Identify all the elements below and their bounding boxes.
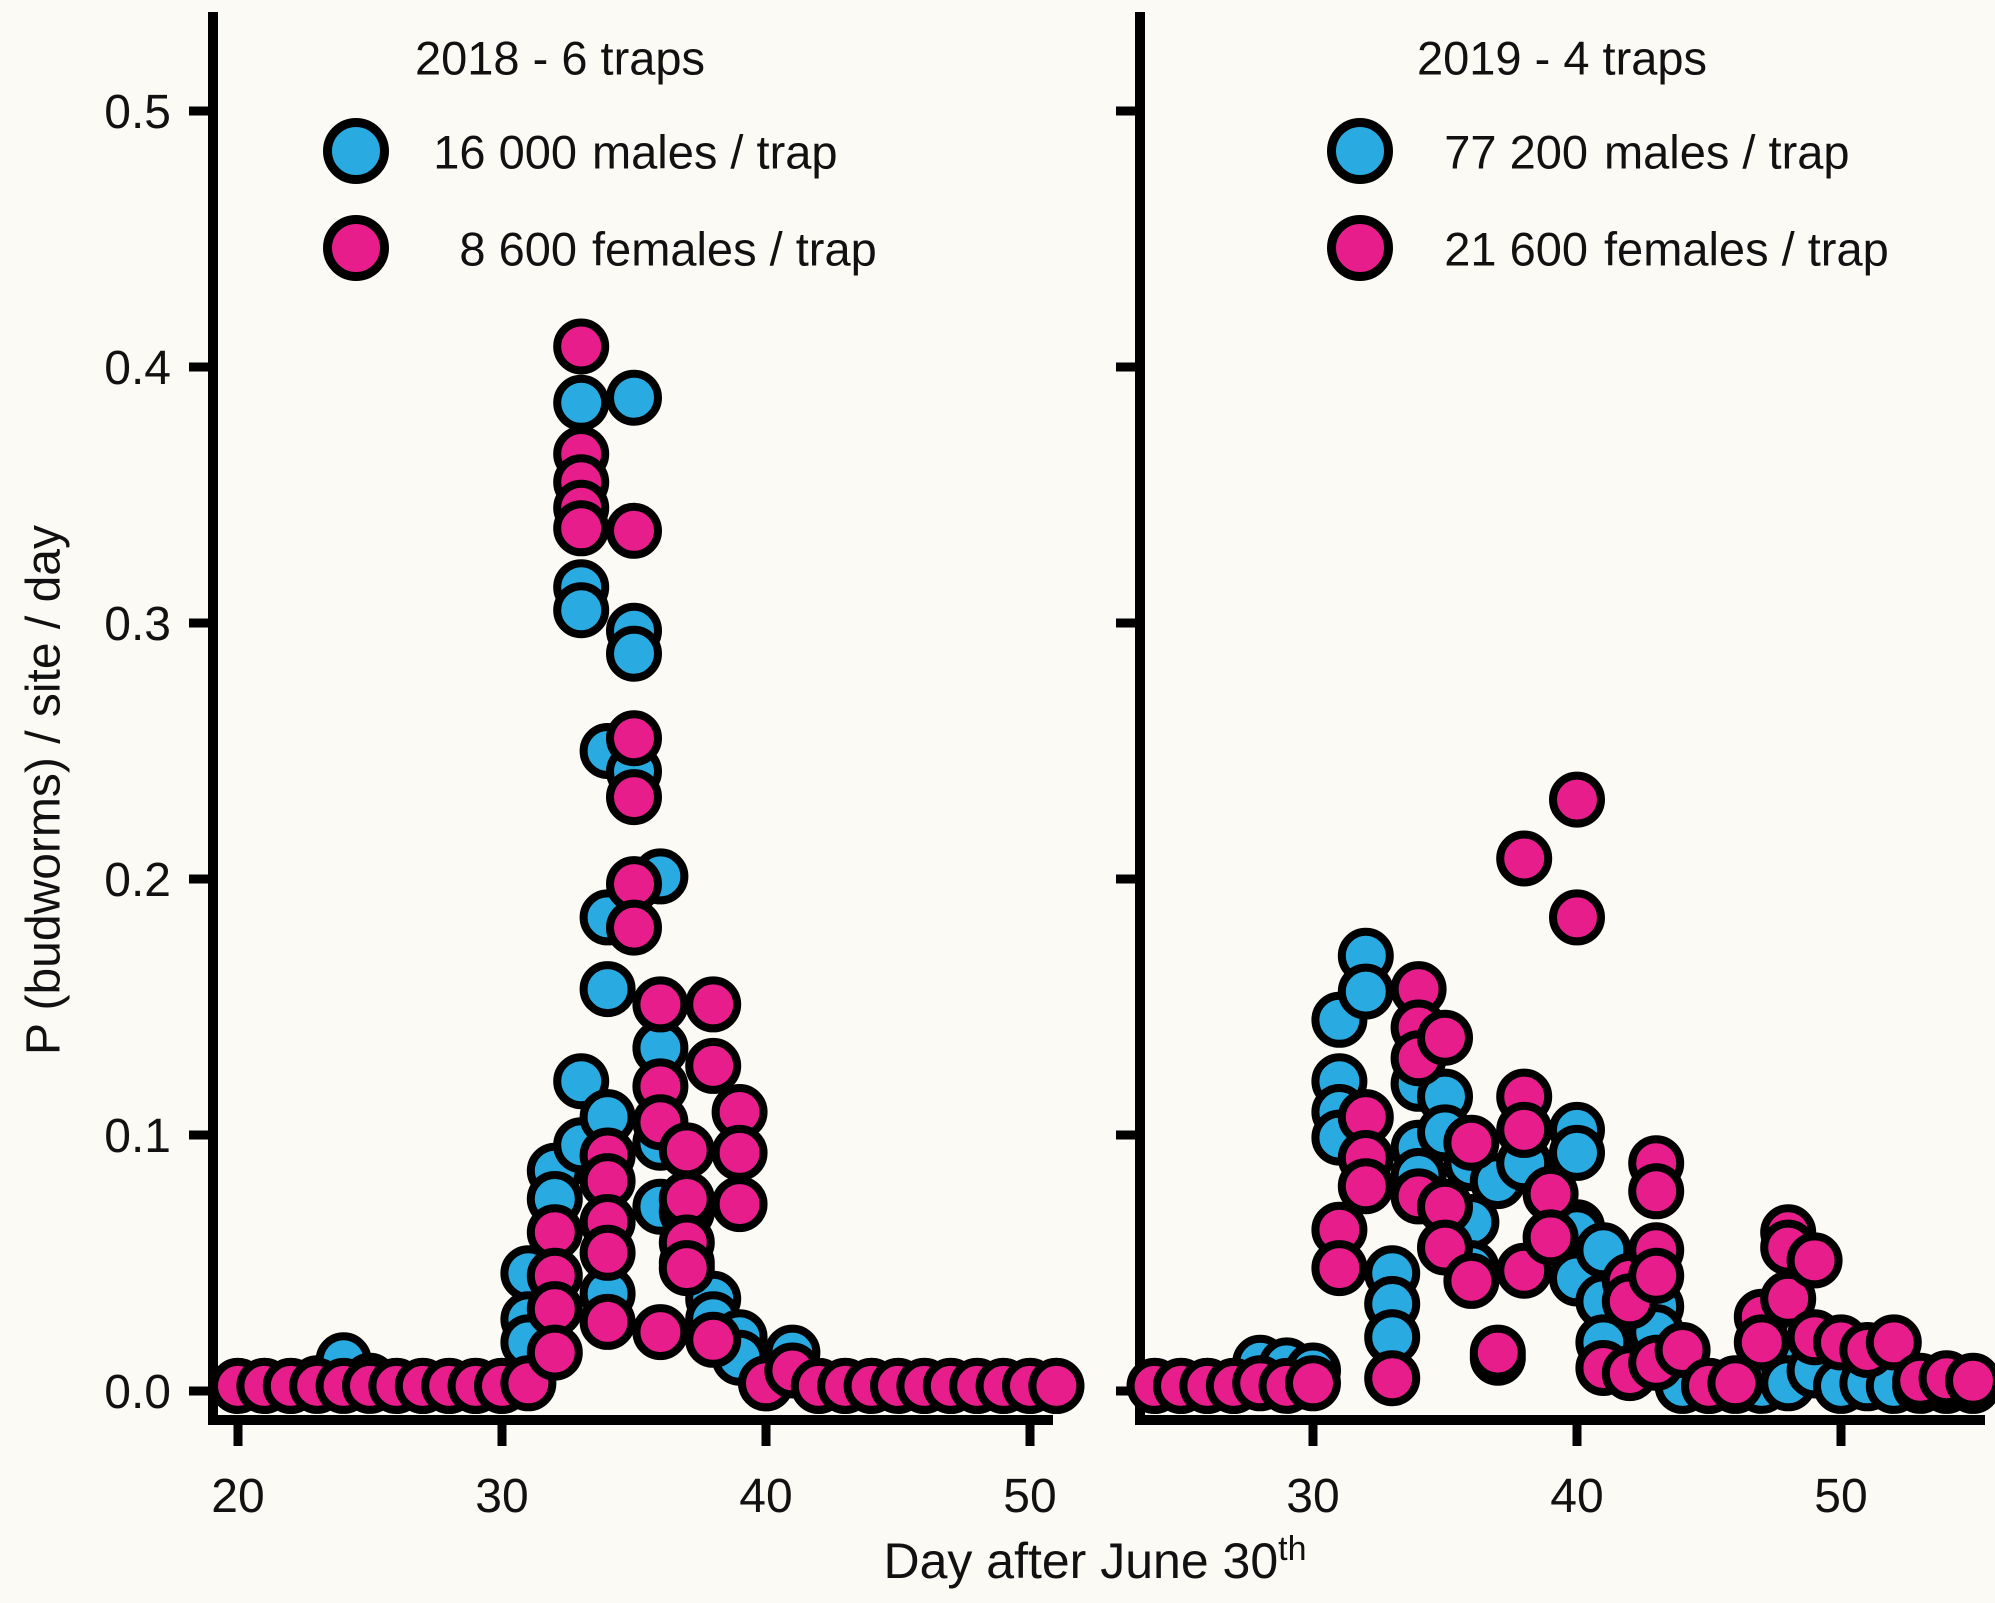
- y-tick-label: 0.2: [104, 854, 171, 907]
- data-point-males: [1549, 1124, 1605, 1181]
- data-point-females: [606, 710, 662, 767]
- data-point-females: [1760, 1270, 1817, 1327]
- data-point-males: [1337, 963, 1394, 1020]
- data-point-females: [658, 1240, 715, 1297]
- data-point-females: [632, 1304, 689, 1361]
- data-point-females: [1364, 1350, 1421, 1407]
- x-tick-label: 20: [211, 1470, 264, 1523]
- panel-2019: 30 40 50: [1116, 12, 1995, 1523]
- data-point-females: [1496, 830, 1553, 887]
- data-point-females: [606, 502, 662, 559]
- x-tick-label: 30: [1286, 1470, 1339, 1523]
- data-point-females: [1786, 1232, 1843, 1289]
- data-point-females: [606, 769, 662, 826]
- legend-swatch-males-icon: [1327, 118, 1393, 184]
- data-point-females: [1733, 1314, 1790, 1371]
- x-axis-title-sup: th: [1278, 1530, 1307, 1569]
- data-point-females: [685, 1311, 742, 1368]
- data-point-females: [1443, 1252, 1500, 1309]
- data-point-females: [1945, 1352, 1995, 1409]
- data-point-females: [632, 976, 689, 1033]
- data-point-females: [1417, 1009, 1473, 1066]
- legend-count-males: 16 000: [433, 125, 577, 179]
- data-point-females: [1865, 1314, 1922, 1371]
- data-point-females: [711, 1176, 768, 1233]
- data-point-males: [606, 625, 662, 682]
- legend-label-females: females / trap: [1604, 222, 1889, 276]
- data-point-females: [1285, 1355, 1341, 1412]
- data-point-females: [711, 1124, 768, 1181]
- x-axis-title-text: Day after June 30: [883, 1532, 1279, 1589]
- panel-2018: 0.0 0.1 0.2 0.3 0.4 0.5 20 30 40 50: [104, 12, 1085, 1523]
- y-tick-label: 0.5: [104, 86, 171, 139]
- data-point-females: [1549, 889, 1605, 946]
- x-tick-label: 50: [1814, 1470, 1867, 1523]
- data-point-females: [1549, 771, 1605, 828]
- x-tick-label: 40: [1550, 1470, 1603, 1523]
- data-point-females: [579, 1224, 636, 1281]
- data-point-females: [553, 318, 610, 375]
- data-point-males: [553, 582, 610, 639]
- data-point-males: [606, 369, 662, 426]
- data-point-females: [1028, 1357, 1085, 1414]
- y-tick-label: 0.3: [104, 598, 171, 651]
- legend-count-males: 77 200: [1444, 125, 1588, 179]
- x-tick-label: 50: [1003, 1470, 1056, 1523]
- legend-swatch-females-icon: [323, 215, 389, 281]
- data-point-females: [579, 1293, 636, 1350]
- data-point-females: [1522, 1209, 1579, 1266]
- y-tick-label: 0.4: [104, 342, 171, 395]
- data-point-females: [606, 899, 662, 956]
- data-point-females: [1496, 1101, 1553, 1158]
- data-point-females: [685, 976, 742, 1033]
- y-axis-title: P (budworms) / site / day: [17, 525, 71, 1055]
- y-tick-label: 0.0: [104, 1366, 171, 1419]
- data-point-females: [658, 1122, 715, 1179]
- x-axis-title: Day after June 30th: [883, 1530, 1306, 1590]
- data-point-females: [1443, 1114, 1500, 1171]
- data-point-females: [553, 500, 610, 557]
- data-point-males: [553, 374, 610, 431]
- x-tick-label: 40: [739, 1470, 792, 1523]
- data-point-females: [1337, 1158, 1394, 1215]
- data-point-females: [1469, 1324, 1526, 1381]
- y-tick-label: 0.1: [104, 1110, 171, 1163]
- legend-count-females: 21 600: [1444, 222, 1588, 276]
- data-point-females: [1707, 1355, 1764, 1412]
- data-point-females: [1628, 1163, 1685, 1220]
- legend-label-males: males / trap: [592, 125, 838, 179]
- legend-swatch-females-icon: [1327, 215, 1393, 281]
- legend-swatch-males-icon: [323, 118, 389, 184]
- data-point-females: [1311, 1240, 1368, 1297]
- legend-title-2019: 2019 - 4 traps: [1416, 31, 1708, 85]
- legend-label-males: males / trap: [1604, 125, 1850, 179]
- data-point-females: [1628, 1247, 1685, 1304]
- legend-count-females: 8 600: [459, 222, 577, 276]
- data-point-males: [579, 961, 636, 1018]
- legend-title-2018: 2018 - 6 traps: [414, 31, 706, 85]
- data-point-females: [685, 1037, 742, 1094]
- data-point-females: [526, 1324, 583, 1381]
- x-tick-label: 30: [475, 1470, 528, 1523]
- legend-label-females: females / trap: [592, 222, 877, 276]
